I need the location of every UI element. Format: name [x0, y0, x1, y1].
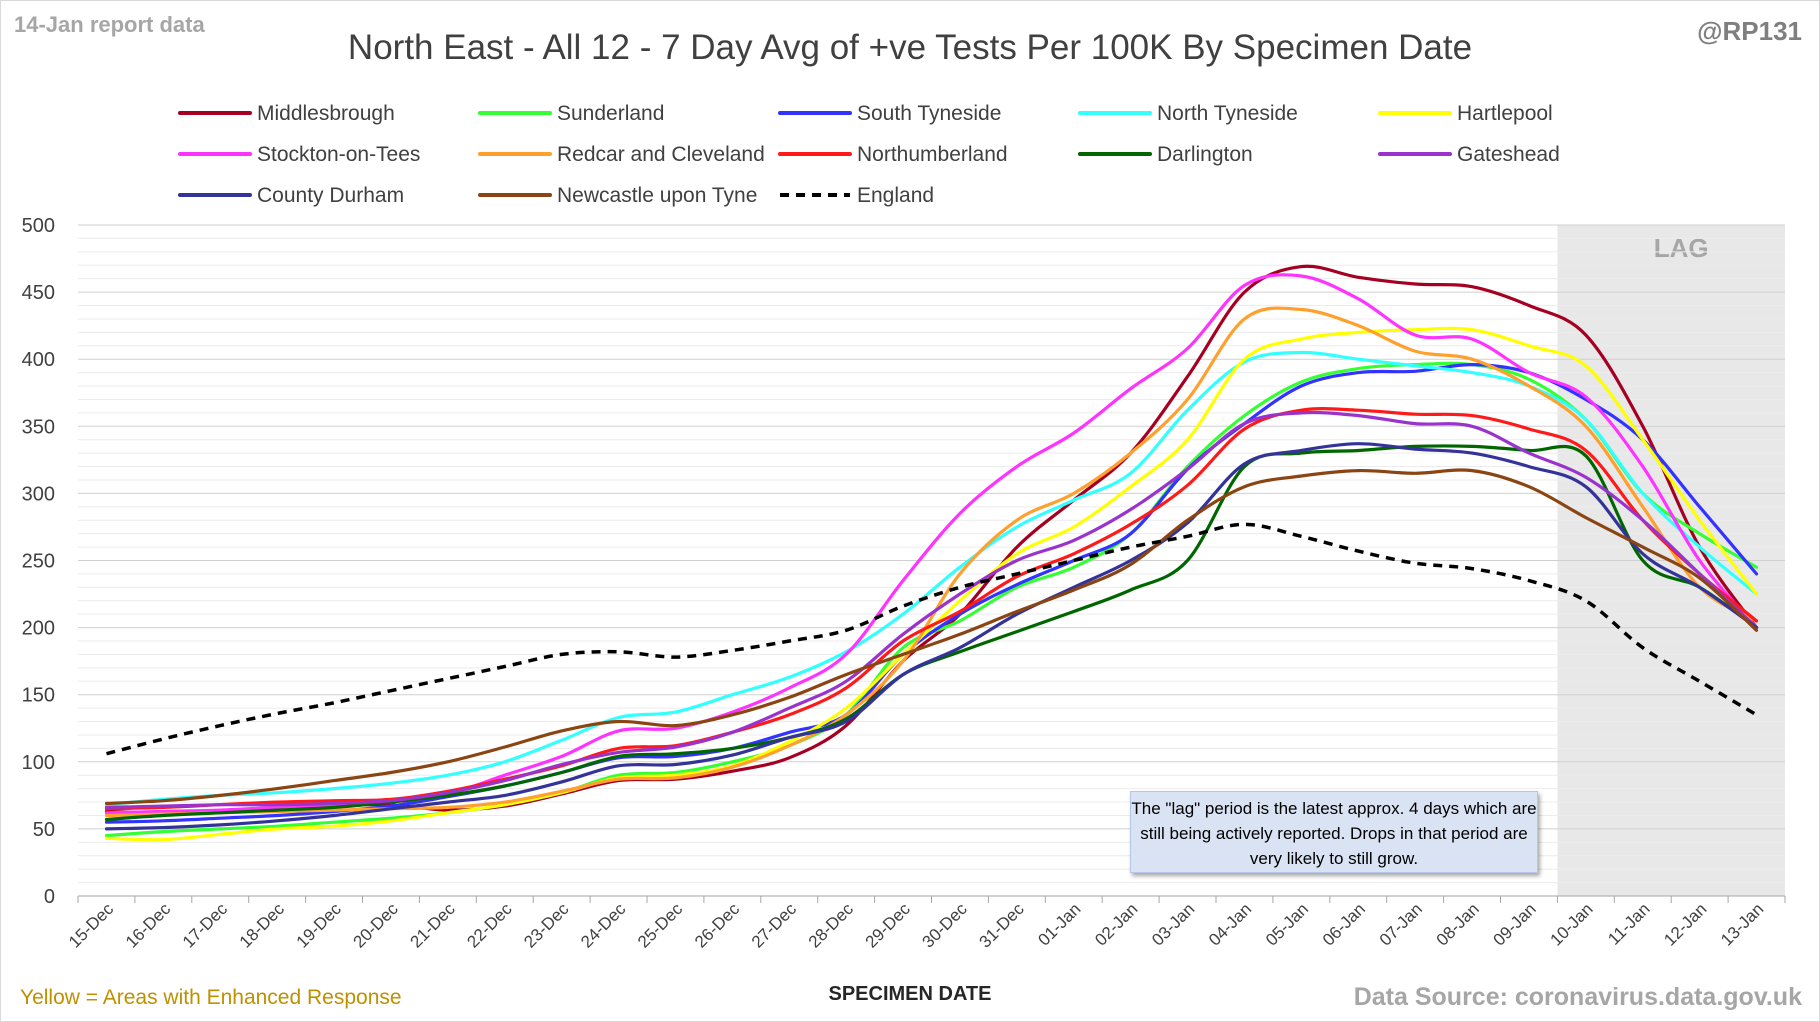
legend-label-redcar-and-cleveland: Redcar and Cleveland [557, 143, 765, 166]
y-tick-label: 300 [22, 483, 55, 505]
y-tick-label: 0 [44, 886, 55, 908]
legend-label-middlesbrough: Middlesbrough [257, 102, 395, 125]
data-source-label: Data Source: coronavirus.data.gov.uk [1353, 983, 1802, 1011]
chart-title: North East - All 12 - 7 Day Avg of +ve T… [347, 28, 1473, 67]
lag-label: LAG [1654, 233, 1709, 263]
y-tick-label: 150 [22, 685, 55, 707]
y-tick-label: 500 [22, 215, 55, 237]
series-line-south-tyneside [104, 362, 1759, 824]
series-line-county-durham [104, 442, 1759, 831]
legend-label-hartlepool: Hartlepool [1457, 102, 1553, 125]
y-tick-label: 200 [22, 618, 55, 640]
x-axis-title: SPECIMEN DATE [828, 983, 992, 1005]
legend-label-england: England [857, 184, 934, 207]
legend-label-northumberland: Northumberland [857, 143, 1008, 166]
legend-label-gateshead: Gateshead [1457, 143, 1560, 166]
series-line-hartlepool [104, 326, 1759, 842]
report-date-label: 14-Jan report data [14, 12, 205, 37]
series-line-england [106, 522, 1758, 756]
legend-label-newcastle-upon-tyne: Newcastle upon Tyne [557, 184, 757, 207]
legend-label-north-tyneside: North Tyneside [1157, 102, 1298, 125]
y-tick-label: 100 [22, 752, 55, 774]
y-tick-label: 350 [22, 416, 55, 438]
y-tick-label: 250 [22, 551, 55, 573]
legend-label-sunderland: Sunderland [557, 102, 664, 125]
author-handle: @RP131 [1697, 16, 1802, 46]
y-tick-label: 450 [22, 282, 55, 304]
y-tick-label: 50 [33, 819, 55, 841]
series-line-newcastle-upon-tyne [104, 468, 1759, 805]
legend-label-county-durham: County Durham [257, 184, 404, 207]
legend-label-south-tyneside: South Tyneside [857, 102, 1001, 125]
enhanced-response-note: Yellow = Areas with Enhanced Response [20, 986, 402, 1009]
series-line-gateshead [104, 410, 1759, 809]
legend-label-darlington: Darlington [1157, 143, 1253, 166]
lag-explanation-box: The "lag" period is the latest approx. 4… [1130, 791, 1538, 873]
y-tick-label: 400 [22, 349, 55, 371]
series-line-north-tyneside [104, 350, 1759, 807]
legend-label-stockton-on-tees: Stockton-on-Tees [257, 143, 420, 166]
